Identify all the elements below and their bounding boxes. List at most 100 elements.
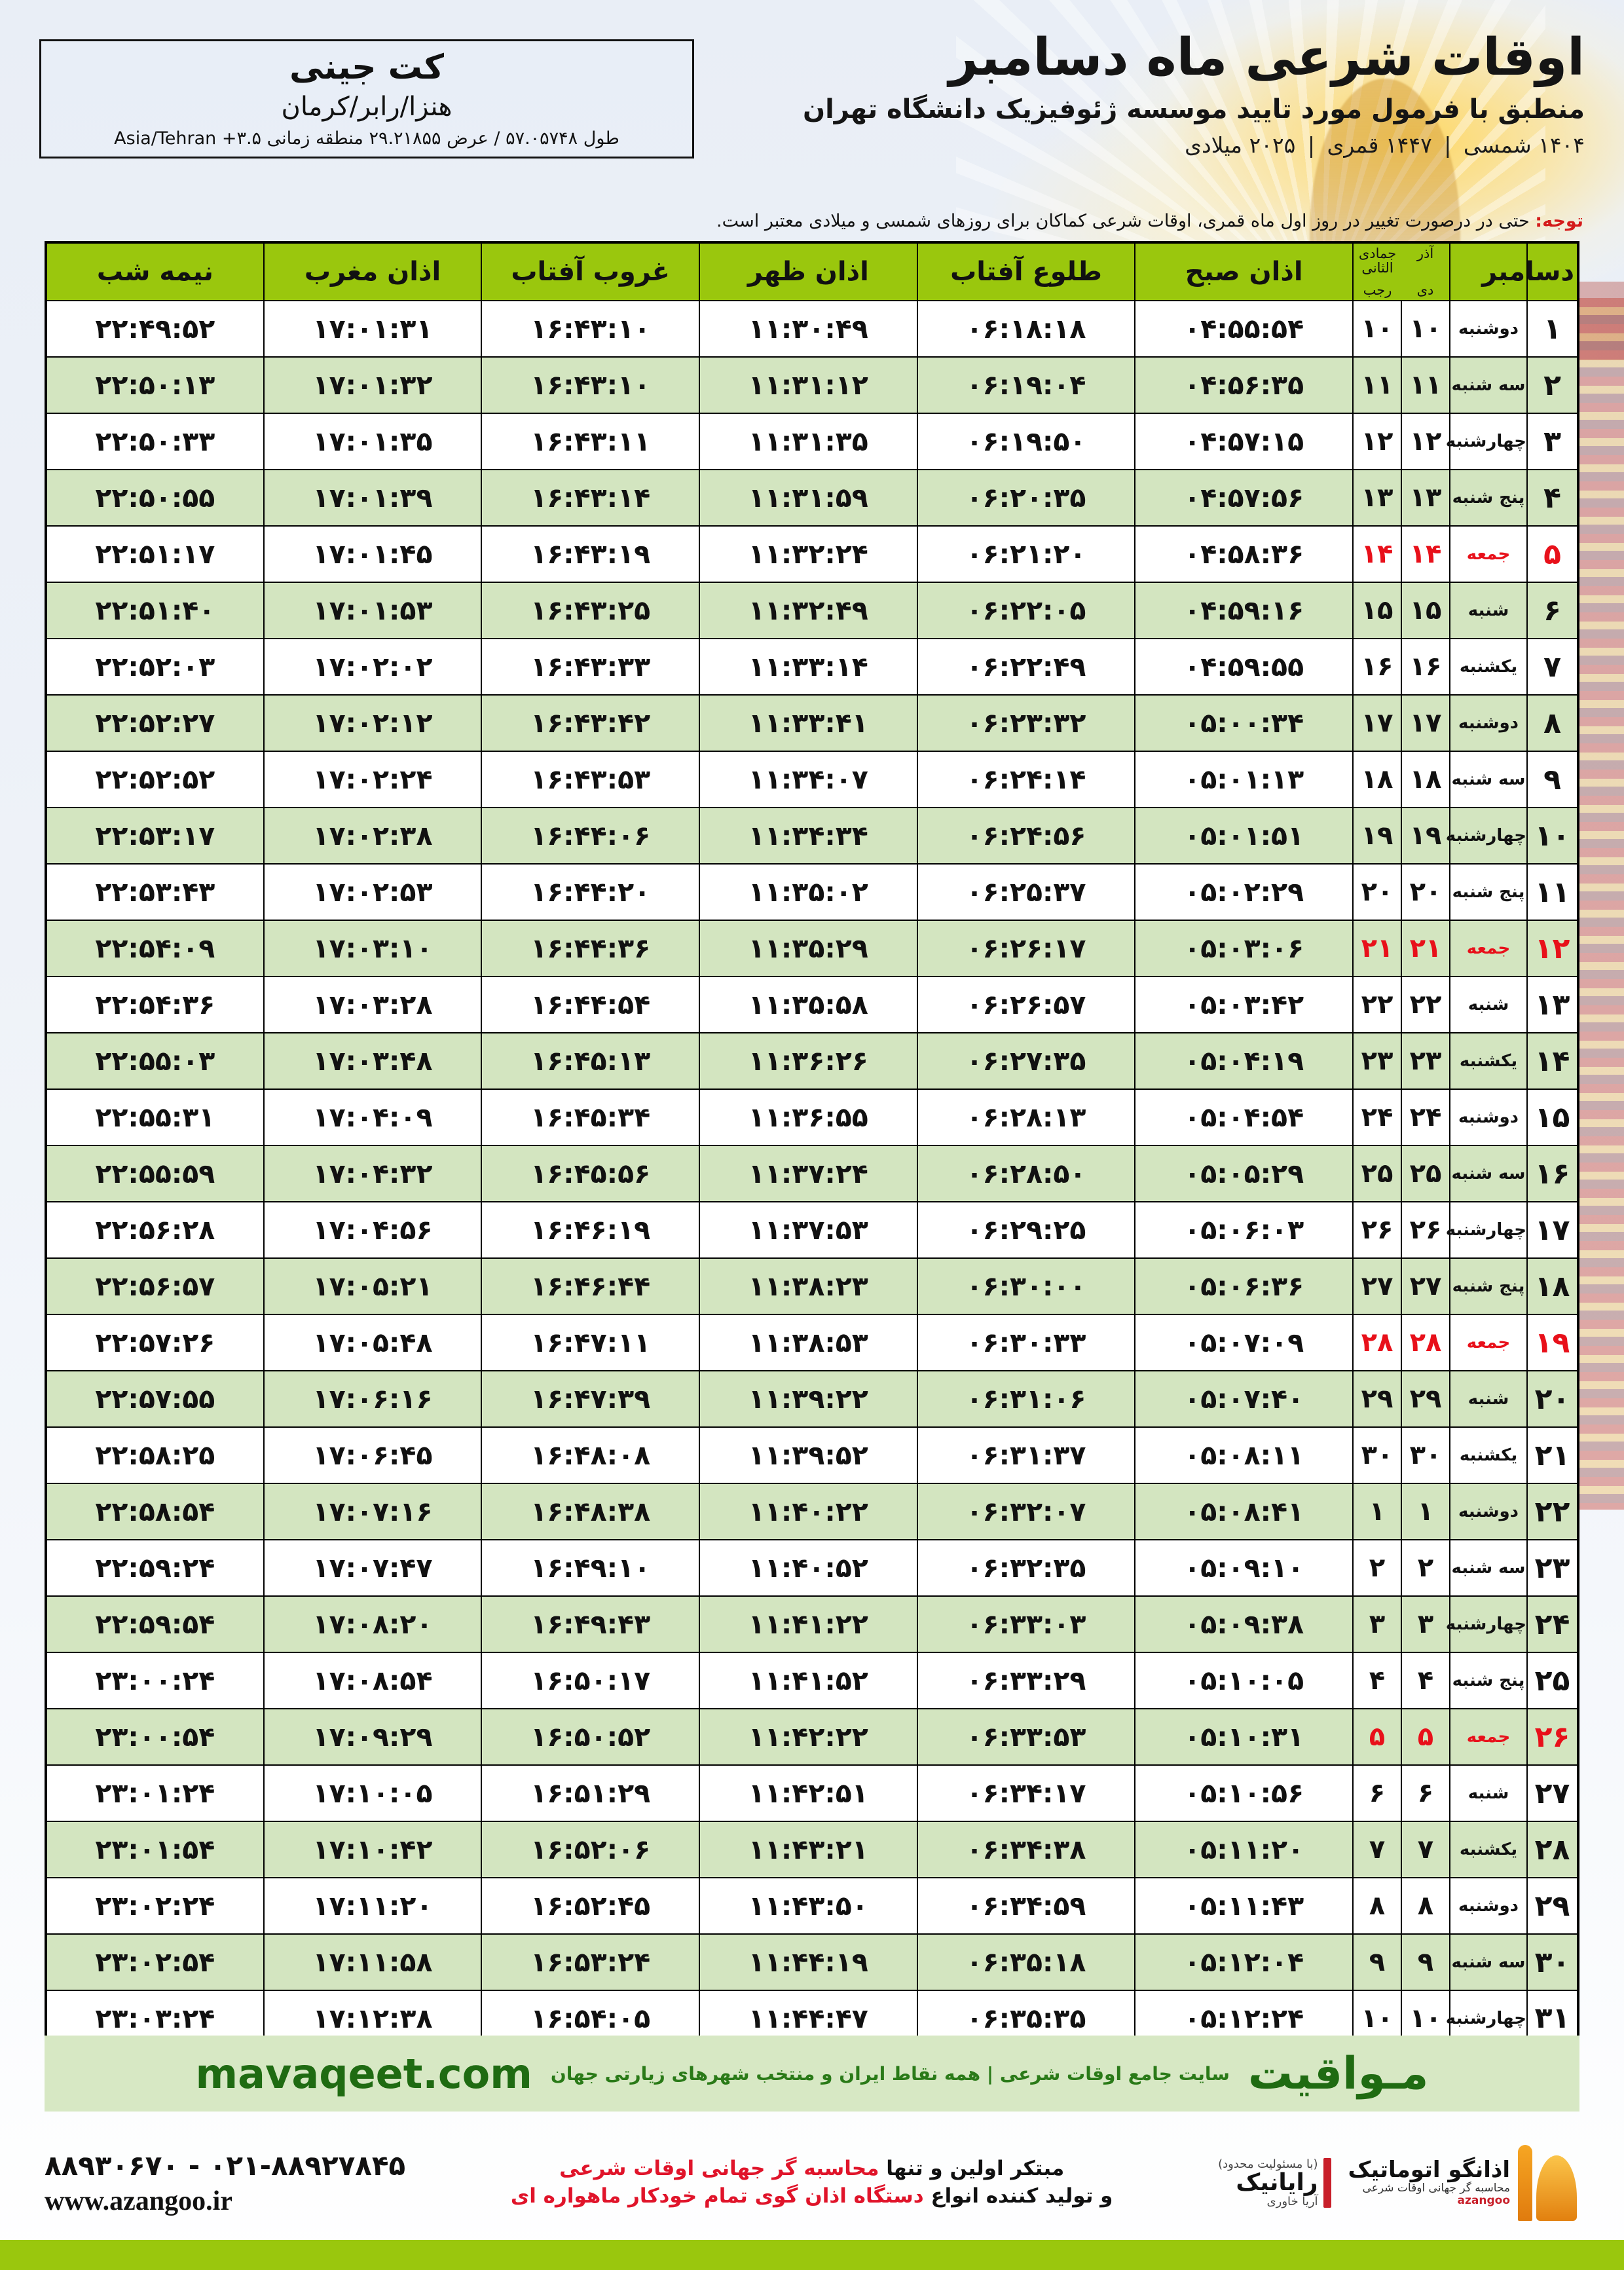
footer-phone: ۰۲۱-۸۸۹۲۷۸۴۵ - ۸۸۹۳۰۶۷۰ — [45, 2149, 406, 2182]
midnight-time: ۲۲:۵۶:۵۷ — [45, 1257, 265, 1315]
midnight-time: ۲۲:۴۹:۵۲ — [45, 300, 265, 358]
midnight-time: ۲۲:۵۵:۵۹ — [45, 1145, 265, 1202]
note-label: توجه: — [1535, 211, 1583, 231]
sunset-time: ۱۶:۵۲:۰۶ — [481, 1821, 701, 1878]
sunrise-time: ۰۶:۳۳:۵۳ — [916, 1708, 1136, 1766]
midnight-time: ۲۲:۵۲:۲۷ — [45, 694, 265, 752]
sunset-time: ۱۶:۴۹:۴۳ — [481, 1595, 701, 1653]
hijri-solar: ۲ — [1401, 1539, 1450, 1597]
mavaqeet-url[interactable]: mavaqeet.com — [195, 2049, 532, 2098]
hijri-solar: ۳ — [1401, 1595, 1450, 1653]
midnight-time: ۲۲:۵۳:۱۷ — [45, 807, 265, 865]
table-row: ۳۰ سه شنبه ۹ ۹ ۰۵:۱۲:۰۴ ۰۶:۳۵:۱۸ ۱۱:۴۴:۱۹ ۱۶:۵۳… — [45, 1933, 1579, 1991]
azangoo-logo: اذانگو اتوماتیک محاسبه گر جهانی اوقات شر… — [1348, 2144, 1579, 2222]
fajr-time: ۰۵:۰۳:۰۶ — [1134, 920, 1354, 977]
hijri-solar: ۱۹ — [1401, 807, 1450, 865]
footer-contact: ۰۲۱-۸۸۹۲۷۸۴۵ - ۸۸۹۳۰۶۷۰ www.azangoo.ir — [45, 2149, 405, 2217]
hijri-lunar: ۲۲ — [1352, 976, 1403, 1033]
rayaneek-bar-icon — [1323, 2158, 1331, 2208]
sunrise-time: ۰۶:۲۰:۳۵ — [916, 469, 1136, 527]
hijri-solar: ۸ — [1401, 1877, 1450, 1935]
day-number: ۲۹ — [1526, 1877, 1579, 1935]
day-number: ۲۸ — [1526, 1821, 1579, 1878]
day-number: ۲۴ — [1526, 1595, 1579, 1653]
prayer-times-table-wrapper: دسامبر آذر جمادی الثانی دی رجب — [45, 241, 1579, 2048]
hijri-lunar: ۲۱ — [1352, 920, 1403, 977]
location-name: کت جینی — [289, 48, 444, 87]
footer-line-1-highlight: محاسبه گر جهانی اوقات شرعی — [559, 2157, 879, 2181]
maghrib-time: ۱۷:۱۱:۵۸ — [263, 1933, 483, 1991]
hijri-lunar: ۲۹ — [1352, 1370, 1403, 1428]
table-row: ۱ دوشنبه ۱۰ ۱۰ ۰۴:۵۵:۵۴ ۰۶:۱۸:۱۸ ۱۱:۳۰:۴۹ ۱۶:۴۳… — [45, 300, 1579, 358]
weekday: شنبه — [1449, 1370, 1528, 1428]
sunset-time: ۱۶:۵۱:۲۹ — [481, 1764, 701, 1822]
sunrise-time: ۰۶:۲۸:۱۳ — [916, 1088, 1136, 1146]
fajr-time: ۰۴:۵۸:۳۶ — [1134, 525, 1354, 583]
location-coordinates: طول ۵۷.۰۵۷۴۸ / عرض ۲۹.۲۱۸۵۵ منطقه زمانی … — [114, 128, 619, 149]
midnight-time: ۲۲:۵۸:۵۴ — [45, 1483, 265, 1540]
table-row: ۵ جمعه ۱۴ ۱۴ ۰۴:۵۸:۳۶ ۰۶:۲۱:۲۰ ۱۱:۳۲:۲۴ ۱۶:۴۳:۱… — [45, 525, 1579, 583]
hijri-solar: ۴ — [1401, 1652, 1450, 1709]
hijri-solar: ۳۰ — [1401, 1426, 1450, 1484]
dhuhr-time: ۱۱:۳۳:۱۴ — [699, 638, 918, 696]
day-number: ۷ — [1526, 638, 1579, 696]
maghrib-time: ۱۷:۰۶:۴۵ — [263, 1426, 483, 1484]
day-number: ۲۶ — [1526, 1708, 1579, 1766]
fajr-time: ۰۵:۰۰:۳۴ — [1134, 694, 1354, 752]
day-number: ۱ — [1526, 300, 1579, 358]
weekday: چهارشنبه — [1446, 413, 1528, 470]
weekday: دوشنبه — [1449, 1483, 1528, 1540]
footer-logos: اذانگو اتوماتیک محاسبه گر جهانی اوقات شر… — [1218, 2144, 1579, 2222]
dhuhr-time: ۱۱:۳۴:۰۷ — [699, 751, 918, 808]
note-text: حتی در درصورت تغییر در روز اول ماه قمری،… — [716, 211, 1530, 231]
hijri-lunar: ۲ — [1352, 1539, 1403, 1597]
day-number: ۴ — [1526, 469, 1579, 527]
col-header-hijri-top-left: جمادی الثانی — [1358, 246, 1397, 276]
day-number: ۱۴ — [1526, 1032, 1579, 1090]
day-number: ۱۵ — [1526, 1088, 1579, 1146]
page-footer: اذانگو اتوماتیک محاسبه گر جهانی اوقات شر… — [45, 2127, 1579, 2239]
footer-website[interactable]: www.azangoo.ir — [45, 2186, 232, 2216]
weekday: دوشنبه — [1449, 1877, 1528, 1935]
day-number: ۳ — [1526, 413, 1579, 470]
midnight-time: ۲۳:۰۰:۵۴ — [45, 1708, 265, 1766]
maghrib-time: ۱۷:۰۳:۲۸ — [263, 976, 483, 1033]
maghrib-time: ۱۷:۰۳:۴۸ — [263, 1032, 483, 1090]
sunrise-time: ۰۶:۲۷:۳۵ — [916, 1032, 1136, 1090]
hijri-lunar: ۱۸ — [1352, 751, 1403, 808]
title-block: اوقات شرعی ماه دسامبر منطبق با فرمول مور… — [773, 29, 1585, 158]
maghrib-time: ۱۷:۰۱:۵۳ — [263, 582, 483, 639]
weekday: پنج شنبه — [1449, 1652, 1528, 1709]
dhuhr-time: ۱۱:۳۱:۳۵ — [699, 413, 918, 470]
dhuhr-time: ۱۱:۳۵:۰۲ — [699, 863, 918, 921]
midnight-time: ۲۳:۰۲:۲۴ — [45, 1877, 265, 1935]
fajr-time: ۰۵:۰۸:۱۱ — [1134, 1426, 1354, 1484]
hijri-solar: ۲۱ — [1401, 920, 1450, 977]
hijri-lunar: ۲۳ — [1352, 1032, 1403, 1090]
hijri-lunar: ۷ — [1352, 1821, 1403, 1878]
maghrib-time: ۱۷:۰۴:۰۹ — [263, 1088, 483, 1146]
midnight-time: ۲۲:۵۸:۲۵ — [45, 1426, 265, 1484]
maghrib-time: ۱۷:۰۶:۱۶ — [263, 1370, 483, 1428]
fajr-time: ۰۵:۰۴:۵۴ — [1134, 1088, 1354, 1146]
sunset-time: ۱۶:۴۶:۱۹ — [481, 1201, 701, 1259]
dhuhr-time: ۱۱:۴۴:۱۹ — [699, 1933, 918, 1991]
table-row: ۷ یکشنبه ۱۶ ۱۶ ۰۴:۵۹:۵۵ ۰۶:۲۲:۴۹ ۱۱:۳۳:۱۴ ۱۶:۴۳… — [45, 638, 1579, 696]
sunset-time: ۱۶:۴۳:۵۳ — [481, 751, 701, 808]
table-row: ۱۰ چهارشنبه ۱۹ ۱۹ ۰۵:۰۱:۵۱ ۰۶:۲۴:۵۶ ۱۱:۳۴:۳۴ ۱۶… — [45, 807, 1579, 865]
midnight-time: ۲۲:۵۱:۱۷ — [45, 525, 265, 583]
day-number: ۲۲ — [1526, 1483, 1579, 1540]
midnight-time: ۲۳:۰۱:۲۴ — [45, 1764, 265, 1822]
col-header-dhuhr: اذان ظهر — [699, 242, 918, 301]
weekday: دوشنبه — [1449, 694, 1528, 752]
sunrise-time: ۰۶:۲۶:۵۷ — [916, 976, 1136, 1033]
hijri-solar: ۶ — [1401, 1764, 1450, 1822]
dhuhr-time: ۱۱:۳۰:۴۹ — [699, 300, 918, 358]
fajr-time: ۰۵:۰۵:۲۹ — [1134, 1145, 1354, 1202]
col-header-hijri-group: آذر جمادی الثانی دی رجب — [1352, 242, 1451, 301]
table-row: ۲۴ چهارشنبه ۳ ۳ ۰۵:۰۹:۳۸ ۰۶:۳۳:۰۳ ۱۱:۴۱:۲۲ ۱۶:۴… — [45, 1595, 1579, 1653]
dhuhr-time: ۱۱:۳۶:۲۶ — [699, 1032, 918, 1090]
fajr-time: ۰۵:۰۳:۴۲ — [1134, 976, 1354, 1033]
weekday: شنبه — [1449, 582, 1528, 639]
year-solar: ۱۴۰۴ شمسی — [1463, 132, 1585, 158]
